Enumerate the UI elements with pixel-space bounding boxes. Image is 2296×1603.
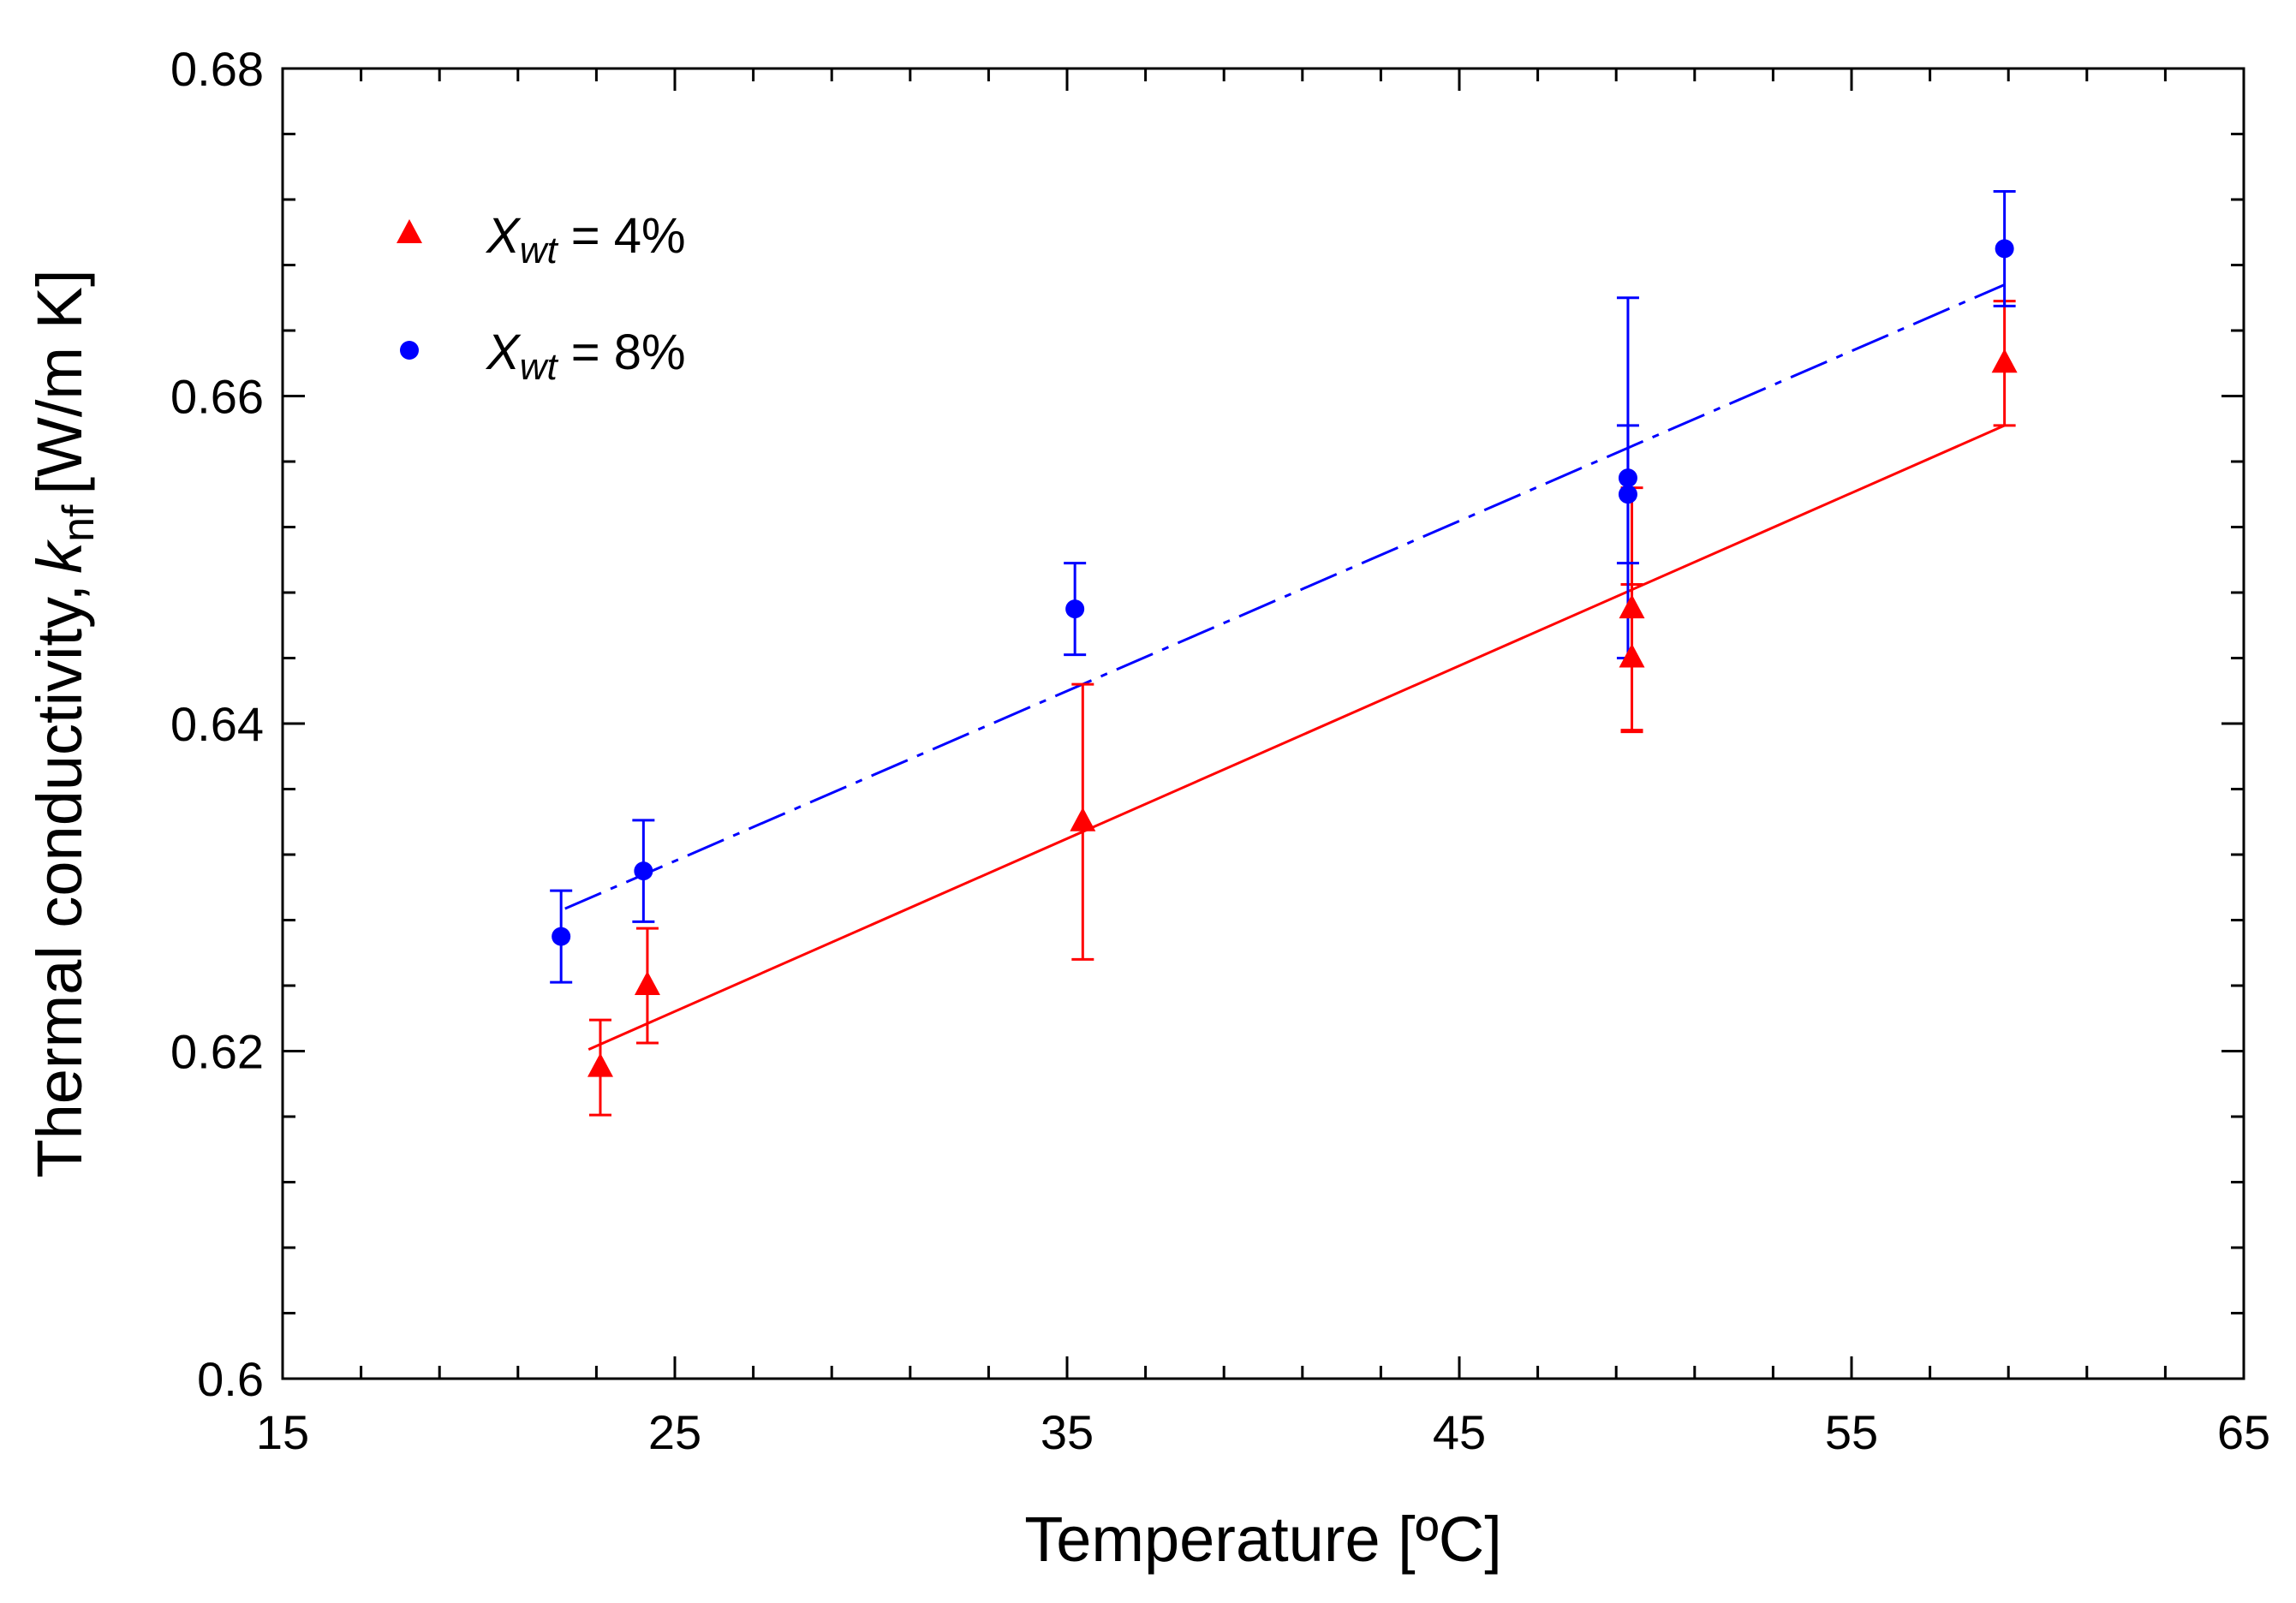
fit-lines	[564, 283, 2006, 1051]
legend-marker	[397, 219, 422, 243]
data-point-series-2	[1618, 485, 1637, 504]
y-axis-title-text: Thermal conductivity,	[24, 584, 95, 1178]
error-bars	[550, 189, 2016, 1117]
legend-label-var: X	[485, 208, 522, 264]
axis-tick-labels: 15 25 35 45 55 65 0.6 0.62 0.64 0.66 0.68	[170, 42, 2270, 1459]
data-point-series-2	[1065, 599, 1085, 619]
legend: Xwt = 4%Xwt = 8%	[397, 208, 686, 388]
y-axis-title-var: k	[24, 539, 95, 574]
fit-line-series-2	[564, 283, 2006, 910]
data-point-series-1	[1619, 643, 1645, 668]
x-tick-label: 45	[1433, 1405, 1486, 1459]
data-point-series-1	[634, 971, 660, 995]
x-tick-label: 65	[2217, 1405, 2270, 1459]
y-axis-title-unit: [W/m K]	[24, 269, 95, 494]
data-markers	[552, 239, 2018, 1077]
data-point-series-1	[587, 1052, 613, 1077]
y-tick-label: 0.62	[170, 1025, 264, 1079]
y-tick-label: 0.64	[170, 697, 264, 751]
y-axis-title: Thermal conductivity, knf [W/m K]	[24, 269, 104, 1177]
legend-item: Xwt = 4%	[397, 208, 686, 271]
data-point-series-2	[634, 861, 653, 881]
x-axis-title: Temperature [ºC]	[1024, 1504, 1502, 1575]
legend-label-sub: wt	[520, 346, 559, 388]
legend-label-var: X	[485, 325, 522, 380]
y-tick-label: 0.68	[170, 42, 264, 96]
x-tick-label: 35	[1041, 1405, 1094, 1459]
legend-item: Xwt = 8%	[400, 325, 686, 388]
data-point-series-1	[1070, 807, 1096, 831]
axis-ticks	[281, 67, 2245, 1380]
legend-label: Xwt = 8%	[485, 325, 686, 388]
fit-line-series-1	[587, 424, 2006, 1051]
y-tick-label: 0.66	[170, 370, 264, 424]
y-axis-title-sub: nf	[54, 504, 104, 542]
legend-label: Xwt = 4%	[485, 208, 686, 271]
x-tick-label: 15	[256, 1405, 309, 1459]
legend-label-sub: wt	[520, 229, 559, 271]
x-tick-label: 55	[1825, 1405, 1878, 1459]
x-tick-label: 25	[648, 1405, 701, 1459]
y-tick-label: 0.6	[197, 1352, 264, 1406]
data-point-series-2	[552, 927, 571, 946]
legend-label-rest: = 4%	[558, 208, 686, 264]
data-point-series-2	[1618, 468, 1637, 488]
legend-marker	[400, 341, 419, 360]
plot-frame	[281, 67, 2245, 1380]
data-point-series-2	[1995, 239, 2014, 259]
legend-label-rest: = 8%	[558, 325, 686, 380]
data-point-series-1	[1619, 594, 1645, 619]
data-point-series-1	[1991, 349, 2018, 373]
